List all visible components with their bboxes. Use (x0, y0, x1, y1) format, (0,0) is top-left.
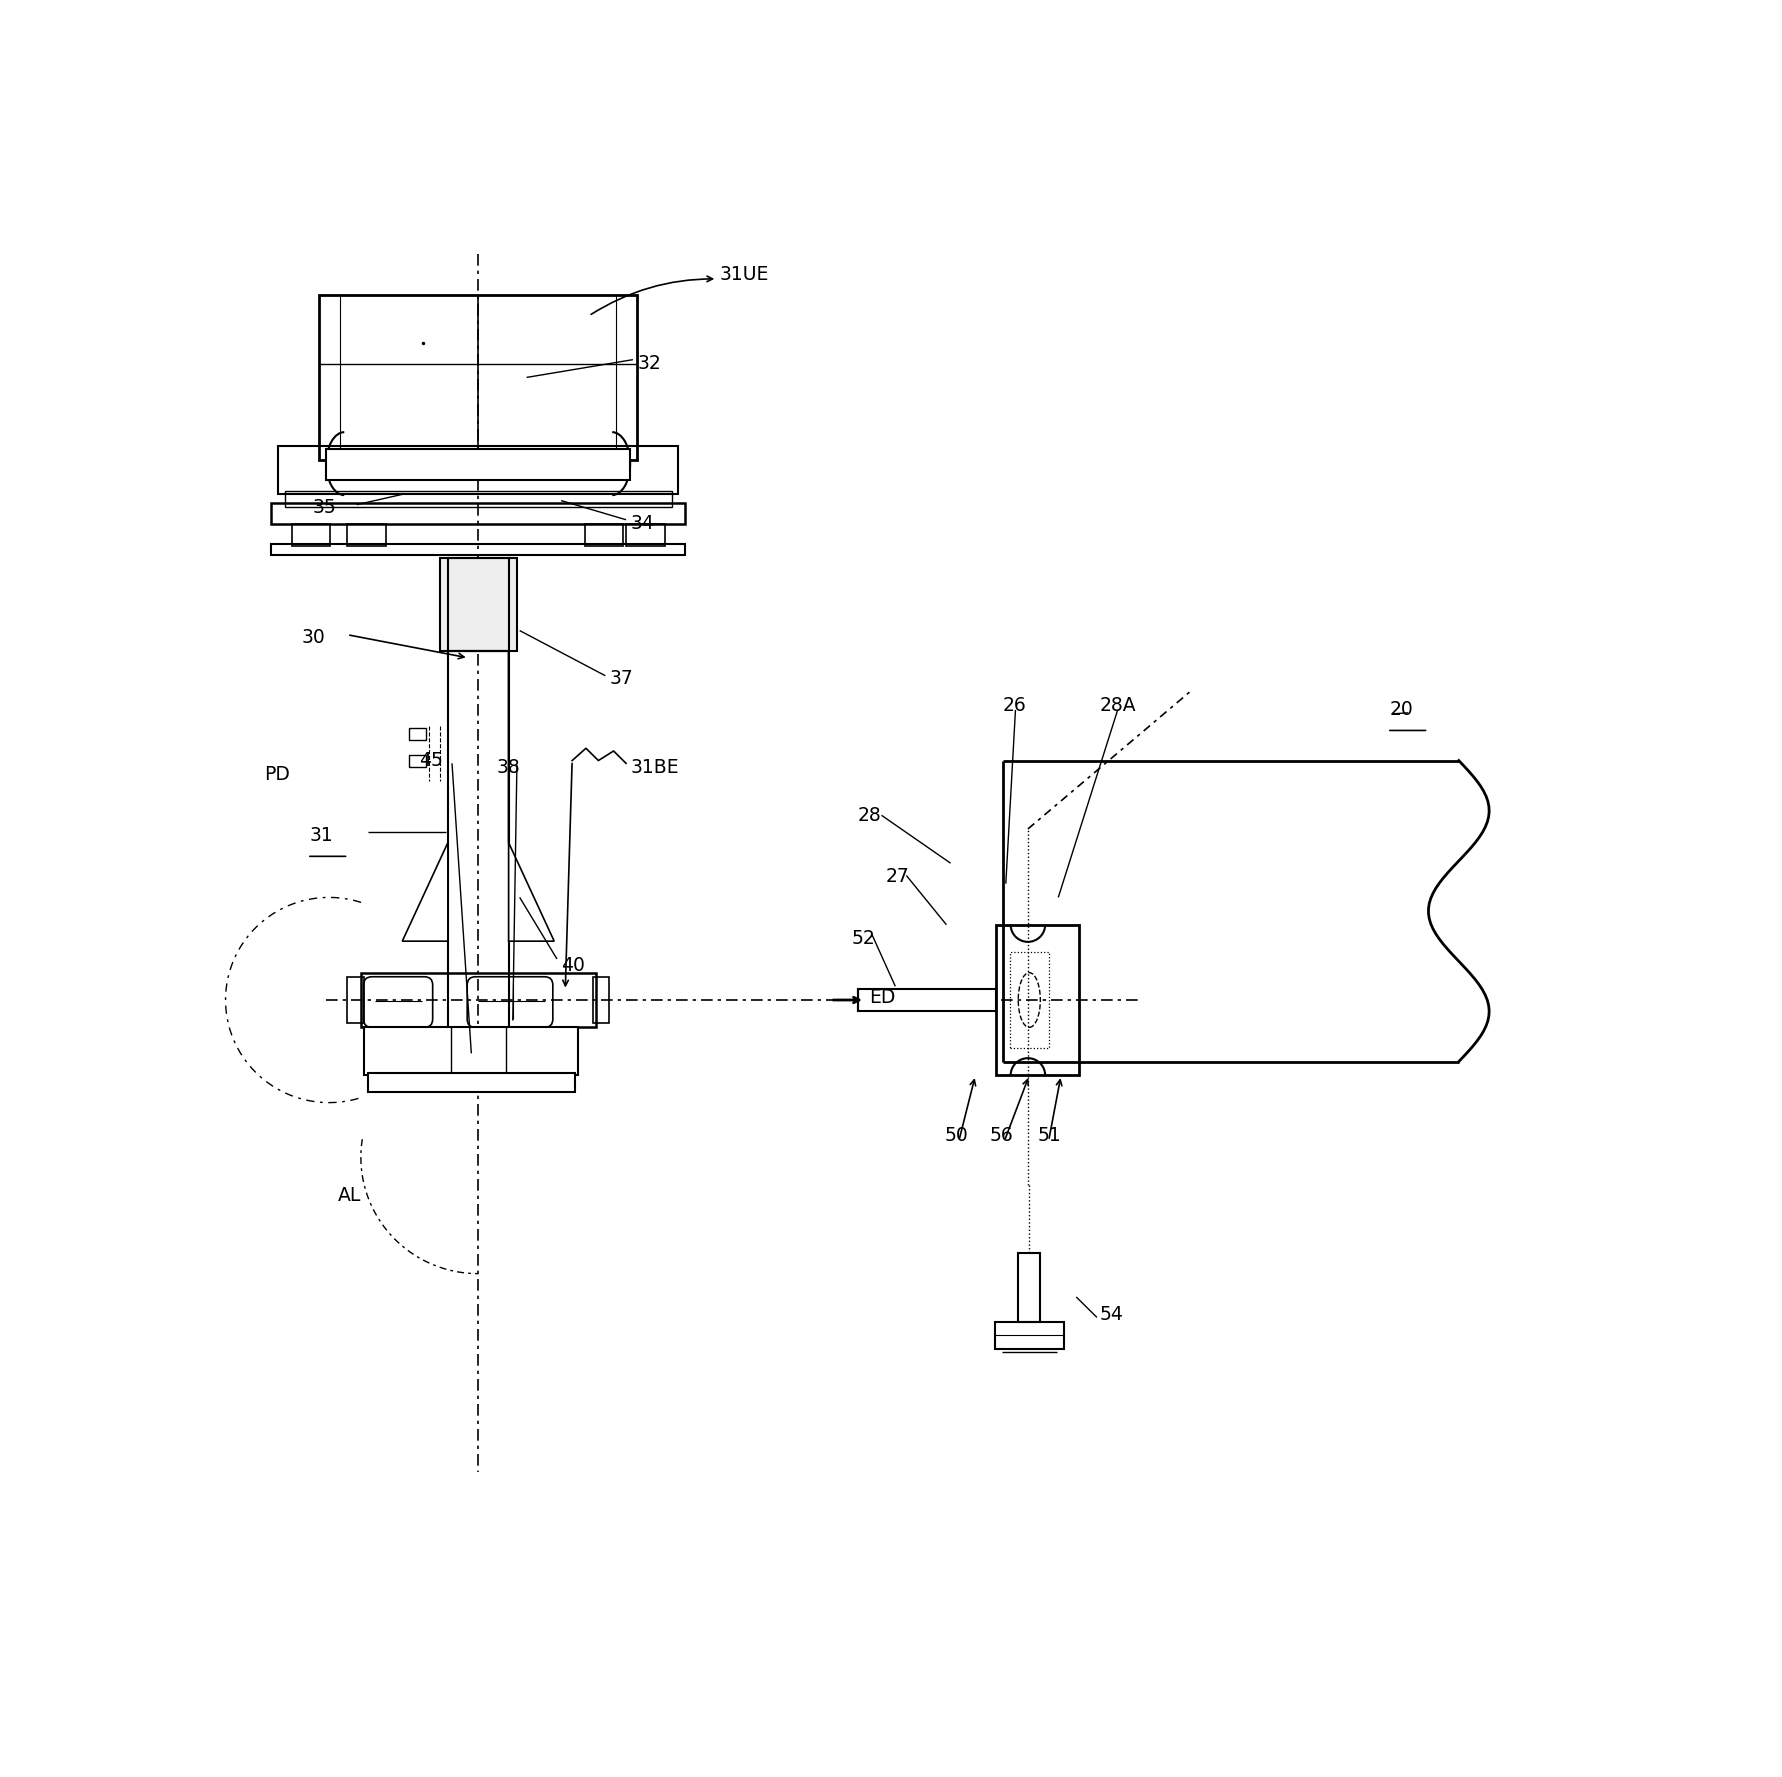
Polygon shape (403, 650, 447, 942)
Text: 27: 27 (886, 867, 909, 887)
Bar (347, 524, 385, 546)
FancyBboxPatch shape (364, 977, 433, 1027)
Bar (625, 524, 665, 546)
Bar (1010, 952, 1048, 1048)
Text: 56: 56 (989, 1127, 1012, 1144)
Polygon shape (508, 650, 554, 942)
Bar (994, 1322, 1064, 1349)
Bar (285, 490, 672, 508)
Text: 26: 26 (1003, 697, 1026, 716)
Bar (292, 524, 330, 546)
Text: PD: PD (264, 764, 290, 784)
Bar (593, 977, 609, 1024)
Bar (410, 729, 426, 739)
Text: 28: 28 (859, 805, 882, 825)
Text: 28A: 28A (1099, 697, 1137, 716)
Text: 31BE: 31BE (631, 759, 679, 777)
Text: 40: 40 (561, 956, 584, 976)
Bar (440, 558, 517, 650)
Bar (1018, 1253, 1041, 1322)
Text: 50: 50 (944, 1127, 969, 1144)
Bar (996, 924, 1078, 1075)
Bar (447, 650, 508, 1075)
Bar (367, 1073, 576, 1091)
Bar (859, 990, 996, 1011)
Bar (362, 972, 595, 1027)
Text: 35: 35 (312, 498, 337, 517)
Text: 32: 32 (638, 354, 661, 373)
Bar (271, 544, 686, 554)
Bar (326, 448, 631, 480)
Text: 31: 31 (310, 826, 333, 846)
Text: 20: 20 (1390, 700, 1413, 720)
FancyBboxPatch shape (467, 977, 552, 1027)
Text: 30: 30 (301, 627, 326, 647)
Bar (271, 503, 686, 524)
Bar (584, 524, 624, 546)
Bar (278, 446, 679, 494)
Text: 34: 34 (631, 514, 654, 533)
Bar (347, 977, 364, 1024)
Text: 38: 38 (495, 759, 520, 777)
Text: ED: ED (870, 988, 896, 1008)
Bar (447, 558, 508, 650)
Bar (364, 1027, 577, 1075)
Text: 51: 51 (1037, 1127, 1062, 1144)
Text: AL: AL (337, 1187, 360, 1205)
Text: 31UE: 31UE (720, 265, 770, 284)
Bar (319, 295, 638, 460)
Text: 37: 37 (609, 668, 633, 688)
Text: 45: 45 (419, 752, 442, 769)
Bar (410, 755, 426, 768)
Text: 52: 52 (852, 929, 875, 947)
Text: 54: 54 (1099, 1306, 1124, 1324)
